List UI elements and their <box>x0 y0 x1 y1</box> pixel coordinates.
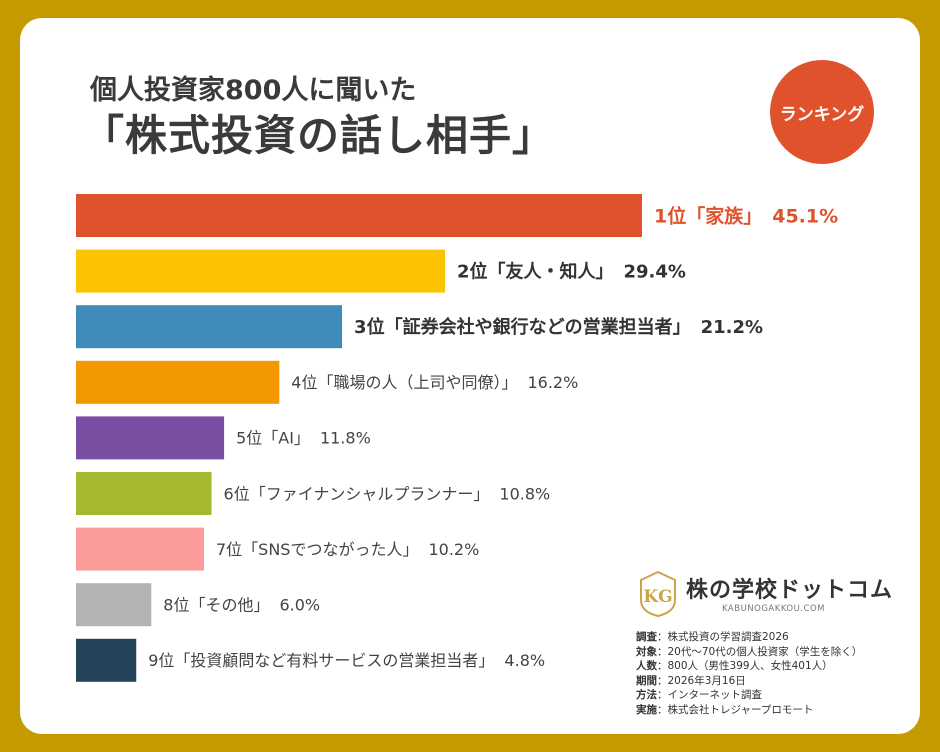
survey-note-key: 期間 <box>636 674 657 687</box>
infographic-card: 個人投資家800人に聞いた 「株式投資の話し相手」 ランキング 1位「家族」 45… <box>20 18 920 734</box>
bar-category-label: 3位「証券会社や銀行などの営業担当者」 <box>354 316 691 338</box>
bar-3 <box>76 305 343 349</box>
survey-note-key: 方法 <box>636 689 657 702</box>
bar-5 <box>76 416 225 460</box>
subtitle: 個人投資家800人に聞いた <box>90 75 417 106</box>
bar-category-label: 5位「AI」 <box>236 429 310 448</box>
page-title: 「株式投資の話し相手」 <box>82 111 556 160</box>
bar-category-label: 9位「投資顧問など有料サービスの営業担当者」 <box>148 651 494 670</box>
bar-category-label: 1位「家族」 <box>654 204 762 227</box>
survey-notes: 調査：株式投資の学習調査2026 対象：20代〜70代の個人投資家（学生を除く）… <box>636 630 862 718</box>
bar-value-label: 21.2% <box>701 317 763 338</box>
bar-label-5: 5位「AI」 11.8% <box>236 429 371 448</box>
brand-emblem-mark: KG <box>643 587 672 607</box>
bar-label-4: 4位「職場の人（上司や同僚）」 16.2% <box>291 373 578 392</box>
bar-category-label: 8位「その他」 <box>163 595 269 614</box>
bar-label-7: 7位「SNSでつながった人」 10.2% <box>216 540 479 559</box>
brand-url: KABUNOGAKKOU.COM <box>722 604 825 614</box>
ranking-badge-label: ランキング <box>779 104 865 125</box>
survey-note-key: 人数 <box>636 660 657 673</box>
survey-note-value: 株式会社トレジャープロモート <box>667 703 814 716</box>
survey-note-row: 対象：20代〜70代の個人投資家（学生を除く） <box>636 645 863 658</box>
bar-category-label: 6位「ファイナンシャルプランナー」 <box>224 484 490 503</box>
bar-label-8: 8位「その他」 6.0% <box>163 595 320 614</box>
bar-9 <box>76 638 137 682</box>
bar-category-label: 2位「友人・知人」 <box>457 261 614 283</box>
bar-category-label: 7位「SNSでつながった人」 <box>216 540 418 559</box>
bar-value-label: 29.4% <box>623 262 685 283</box>
bar-8 <box>76 583 152 627</box>
brand-name: 株の学校ドットコム <box>686 578 894 603</box>
brand-logo: KG 株の学校ドットコム KABUNOGAKKOU.COM <box>638 568 908 628</box>
bar-value-label: 16.2% <box>527 373 578 392</box>
brand-emblem-icon: KG <box>640 570 676 618</box>
survey-note-key: 調査 <box>636 631 657 643</box>
survey-note-value: 株式投資の学習調査2026 <box>667 631 789 643</box>
survey-note-row: 実施：株式会社トレジャープロモート <box>636 703 814 716</box>
bar-value-label: 6.0% <box>279 595 320 614</box>
ranking-bar-chart: 1位「家族」 45.1% 2位「友人・知人」 29.4% 3位「証券会社や銀行などの営業… <box>76 194 838 682</box>
bar-value-label: 45.1% <box>772 205 838 227</box>
bar-value-label: 10.2% <box>428 540 479 559</box>
bar-label-1: 1位「家族」 45.1% <box>654 204 838 227</box>
bar-value-label: 10.8% <box>499 484 550 503</box>
bar-category-label: 4位「職場の人（上司や同僚）」 <box>291 373 517 392</box>
survey-note-row: 調査：株式投資の学習調査2026 <box>636 631 789 643</box>
bar-7 <box>76 527 205 571</box>
bar-value-label: 4.8% <box>504 651 545 670</box>
bar-label-9: 9位「投資顧問など有料サービスの営業担当者」 4.8% <box>148 651 545 670</box>
bar-label-3: 3位「証券会社や銀行などの営業担当者」 21.2% <box>354 316 763 338</box>
survey-note-key: 実施 <box>636 703 657 716</box>
bar-2 <box>76 249 445 293</box>
survey-note-value: インターネット調査 <box>667 689 763 702</box>
survey-note-value: 2026年3月16日 <box>667 674 746 687</box>
bar-1 <box>76 194 642 237</box>
ranking-badge: ランキング <box>770 60 874 164</box>
bar-6 <box>76 472 212 515</box>
survey-note-row: 期間：2026年3月16日 <box>636 674 746 687</box>
survey-note-key: 対象 <box>636 645 657 658</box>
bar-value-label: 11.8% <box>320 429 371 448</box>
survey-note-row: 人数：800人（男性399人、女性401人） <box>636 660 833 673</box>
bar-4 <box>76 360 280 404</box>
bar-label-2: 2位「友人・知人」 29.4% <box>457 261 686 283</box>
bar-label-6: 6位「ファイナンシャルプランナー」 10.8% <box>224 484 551 503</box>
survey-note-value: 20代〜70代の個人投資家（学生を除く） <box>667 645 863 658</box>
survey-note-row: 方法：インターネット調査 <box>636 689 763 702</box>
survey-note-value: 800人（男性399人、女性401人） <box>667 660 833 673</box>
